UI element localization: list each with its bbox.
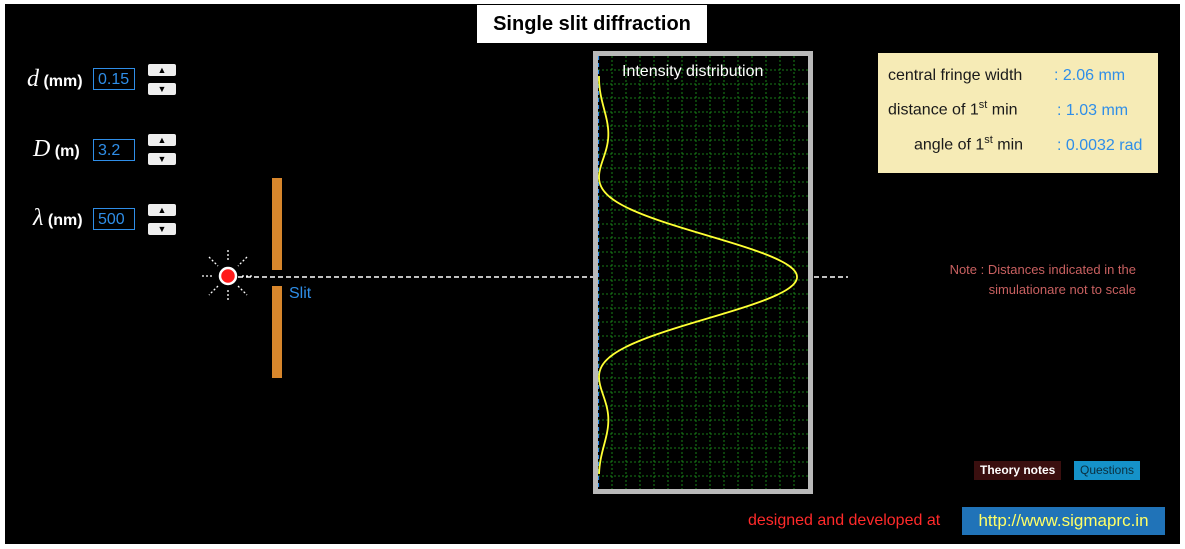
theory-notes-button[interactable]: Theory notes (974, 461, 1062, 480)
param-lambda-symbol: λ (33, 205, 44, 231)
param-D-decrease-button[interactable]: ▼ (148, 153, 176, 165)
light-source-icon (202, 250, 254, 302)
param-D-increase-button[interactable]: ▲ (148, 134, 176, 146)
param-D-input[interactable]: 3.2 (93, 139, 135, 161)
param-D-unit: (m) (54, 143, 80, 160)
param-d-symbol: d (27, 66, 39, 92)
scale-note-line2: simulationare not to scale (988, 282, 1136, 297)
param-lambda-increase-button[interactable]: ▲ (148, 204, 176, 216)
first-min-distance-label: distance of 1st min (888, 99, 1018, 119)
param-d-increase-button[interactable]: ▲ (148, 64, 176, 76)
central-fringe-value: : 2.06 mm (1054, 67, 1126, 84)
first-min-angle-value: : 0.0032 rad (1057, 137, 1143, 154)
param-D-label: D (m) (33, 136, 80, 163)
first-min-angle-label: angle of 1st min (914, 134, 1024, 154)
central-fringe-label: central fringe width (888, 67, 1023, 84)
intensity-curve (598, 76, 798, 475)
param-lambda-unit: (nm) (47, 212, 83, 229)
param-d-decrease-button[interactable]: ▼ (148, 83, 176, 95)
param-d-input[interactable]: 0.15 (93, 68, 135, 90)
param-d-unit: (mm) (43, 73, 83, 90)
first-min-distance-value: : 1.03 mm (1057, 102, 1129, 119)
page-title: Single slit diffraction (477, 5, 707, 43)
slit-label: Slit (289, 285, 312, 302)
slit-upper-plate (272, 178, 282, 270)
scale-note-line1: Note : Distances indicated in the (949, 262, 1136, 277)
param-d-label: d (mm) (27, 66, 83, 93)
param-lambda-decrease-button[interactable]: ▼ (148, 223, 176, 235)
intensity-graph (598, 56, 808, 489)
param-lambda-label: λ (nm) (33, 205, 83, 232)
questions-button[interactable]: Questions (1074, 461, 1141, 480)
website-link[interactable]: http://www.sigmaprc.in (962, 507, 1165, 535)
screen-title: Intensity distribution (622, 63, 764, 80)
footer-credit: designed and developed at (748, 512, 941, 529)
slit-lower-plate (272, 286, 282, 378)
scale-note: Note : Distances indicated in the simula… (900, 260, 1136, 300)
results-panel (878, 53, 1158, 173)
param-D-symbol: D (33, 136, 51, 162)
param-lambda-input[interactable]: 500 (93, 208, 135, 230)
